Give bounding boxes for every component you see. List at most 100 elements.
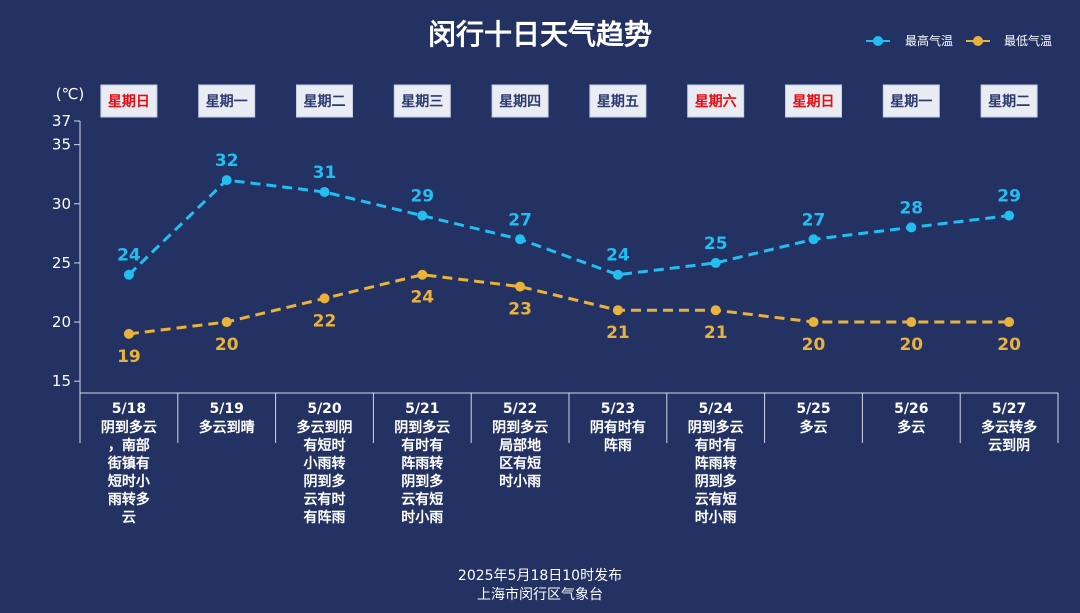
min-temp-value-label: 20 [215,335,239,355]
max-temp-point [319,186,330,197]
max-temp-point [123,269,134,280]
weather-text-line: 雨转多 [108,491,150,508]
y-tick-label: 20 [52,313,71,331]
chart-title: 闵行十日天气趋势 [428,18,652,51]
weather-text-line: 多云 [800,419,828,436]
min-temp-line [128,273,1010,336]
max-temp-series: 24 32 31 29 27 24 25 27 28 29 [117,151,1021,280]
max-temp-value-label: 32 [215,151,239,171]
weather-text-line: 阴有时有 [590,419,646,436]
weekday-box [980,84,1038,118]
min-temp-value-label: 19 [117,347,141,367]
legend-item-min-temp: 最低气温 [966,33,1052,48]
weather-text-line: 小雨转 [304,455,346,472]
weather-text-line: 时小雨 [499,473,541,490]
min-temp-value-label: 24 [410,288,434,308]
y-tick-label: 25 [52,254,71,272]
weather-text-line: 多云 [897,419,925,436]
min-temp-point [319,293,330,304]
weekday-box [687,84,745,118]
footer-issued: 2025年5月18日10时发布 [458,568,622,584]
weekday-header: 星期一 [882,84,940,118]
min-temp-point [906,317,917,328]
weather-text-line: 阴到多云 [492,419,548,436]
legend-label-max-temp: 最高气温 [905,33,953,48]
weekday-label: 星期四 [499,94,541,110]
weather-text-line: 局部地 [499,437,541,454]
min-temp-value-label: 21 [704,323,728,343]
weather-text-line: 云到阴 [988,438,1030,454]
weather-text-line: 时小雨 [695,509,737,526]
weather-text-line: 有时有 [695,437,737,454]
weekday-header: 星期二 [980,84,1038,118]
date-label: 5/22 [503,401,537,417]
weather-text-line: 多云到晴 [199,419,255,436]
min-temp-point [417,269,428,280]
date-label: 5/25 [796,401,830,417]
max-temp-point [906,222,917,233]
weather-text-line: 阴到多 [695,473,737,490]
y-tick-label: 37 [52,112,71,130]
weekday-label: 星期三 [401,94,443,110]
weekday-row: 星期日 星期一 星期二 星期三 星期四 星期五 星期六 星期日 星期一 星期二 [100,84,1038,118]
weather-text-line: 云 [122,510,136,526]
y-axis: 15 20 25 30 35 37 [52,112,81,393]
max-temp-value-label: 28 [899,198,923,218]
legend-swatch-dot [873,36,883,46]
weather-text-line: 区有短 [499,455,541,472]
y-axis-unit: (℃) [56,85,85,103]
weather-text-line: 多云转多 [981,419,1037,436]
date-label: 5/23 [601,401,635,417]
min-temp-point [1004,317,1015,328]
max-temp-point [515,234,526,245]
weekday-box [882,84,940,118]
weekday-header: 星期五 [589,84,647,118]
max-temp-value-label: 29 [410,187,434,207]
weekday-label: 星期日 [793,94,835,110]
weather-text-line: 有时有 [401,437,443,454]
min-temp-point [710,305,721,316]
weekday-header: 星期日 [100,84,158,118]
weekday-box [198,84,256,118]
date-label: 5/27 [992,401,1026,417]
weekday-label: 星期六 [695,93,737,110]
weekday-label: 星期二 [304,94,346,110]
min-temp-value-label: 23 [508,300,532,320]
footer-issuer: 上海市闵行区气象台 [477,586,603,603]
weekday-box [589,84,647,118]
legend-label-min-temp: 最低气温 [1004,33,1052,48]
weather-text-line: 有短时 [304,437,346,454]
max-temp-point [710,257,721,268]
date-label: 5/19 [210,401,244,417]
max-temp-point [808,234,819,245]
weekday-box [785,84,842,118]
weather-text-line: 阵雨转 [695,455,737,472]
min-temp-point [808,317,819,328]
weekday-label: 星期日 [108,94,150,110]
max-temp-point [612,269,623,280]
weekday-header: 星期三 [393,84,451,118]
day-column: 5/25 多云 [796,401,830,436]
min-temp-value-label: 22 [313,311,337,331]
date-label: 5/18 [112,401,146,417]
weekday-label: 星期一 [206,94,248,110]
weekday-header: 星期日 [785,84,842,118]
weather-text-line: 阴到多 [401,473,443,490]
y-tick-label: 15 [52,372,71,390]
max-temp-point [417,210,428,221]
weekday-header: 星期二 [296,84,353,118]
min-temp-point [221,317,232,328]
weekday-header: 星期一 [198,84,256,118]
weather-text-line: 阴到多云 [101,419,157,436]
weekday-box [296,84,353,118]
max-temp-point [221,175,232,186]
weather-text-line: 阴到多 [304,473,346,490]
weather-text-line: 阴到多云 [394,419,450,436]
min-temp-value-label: 20 [997,335,1021,355]
